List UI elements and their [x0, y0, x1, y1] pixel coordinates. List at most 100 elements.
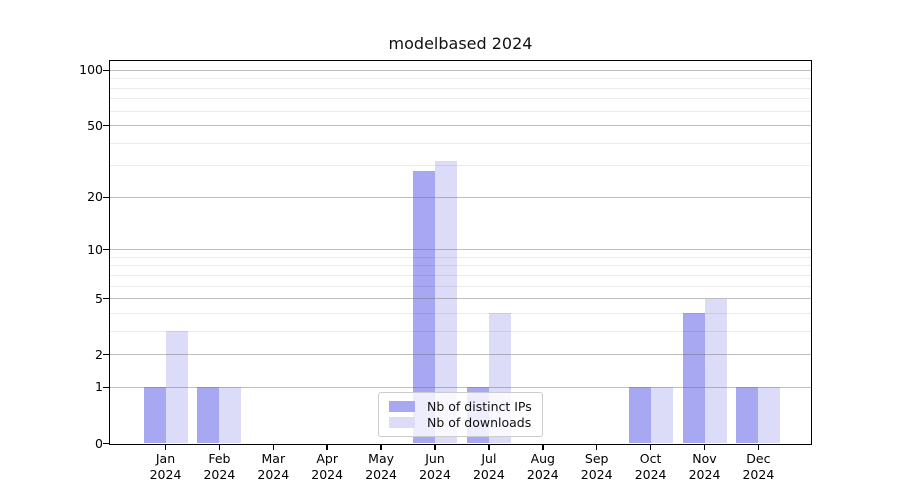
major-gridline: [110, 196, 811, 198]
bar-downloads: [650, 387, 673, 444]
x-tick-year: 2024: [419, 467, 451, 482]
bar-distinct-ips: [736, 387, 759, 444]
y-tick-mark: [103, 248, 109, 251]
x-tick-month: Sep: [584, 451, 609, 466]
x-tick-year: 2024: [365, 467, 397, 482]
y-tick-mark: [103, 196, 109, 199]
y-tick-mark: [103, 353, 109, 356]
x-tick-year: 2024: [634, 467, 667, 482]
legend-swatch-distinct-ips: [389, 401, 415, 412]
x-tick-month: Aug: [530, 451, 555, 466]
x-tick-month: Jul: [481, 451, 497, 466]
x-tick-year: 2024: [311, 467, 344, 482]
x-tick-month: Jan: [155, 451, 176, 466]
y-tick-mark: [103, 69, 109, 72]
y-tick-label: 2: [95, 346, 103, 362]
major-gridline: [110, 125, 811, 127]
x-tick-year: 2024: [472, 467, 505, 482]
x-tick-mark: [434, 445, 436, 450]
x-tick-label: May 2024: [354, 451, 408, 483]
major-gridline: [110, 354, 811, 356]
bar-distinct-ips: [143, 387, 166, 444]
minor-gridline: [110, 165, 811, 167]
bar-distinct-ips: [628, 387, 651, 444]
minor-gridline: [110, 87, 811, 89]
y-tick-label: 5: [95, 290, 103, 306]
major-gridline: [110, 69, 811, 71]
minor-gridline: [110, 312, 811, 314]
x-tick-month: Oct: [639, 451, 662, 466]
x-tick-year: 2024: [149, 467, 182, 482]
legend-label-distinct-ips: Nb of distinct IPs: [427, 399, 532, 414]
x-tick-month: Nov: [692, 451, 717, 466]
bar-distinct-ips: [413, 171, 435, 444]
x-tick-mark: [703, 445, 706, 450]
x-tick-label: Aug 2024: [516, 451, 570, 483]
y-tick-label: 50: [87, 117, 103, 133]
x-tick-label: Feb 2024: [192, 451, 246, 483]
x-tick-label: Apr 2024: [300, 451, 354, 483]
x-tick-label: Dec 2024: [731, 451, 785, 483]
x-tick-mark: [272, 445, 275, 450]
x-tick-label: Jul 2024: [462, 451, 516, 483]
x-tick-mark: [542, 445, 544, 450]
x-tick-month: Jun: [425, 451, 445, 466]
minor-gridline: [110, 98, 811, 100]
y-tick-label: 0: [95, 435, 103, 451]
x-tick-label: Nov 2024: [678, 451, 732, 483]
bar-distinct-ips: [682, 313, 705, 444]
x-tick-month: May: [368, 451, 395, 466]
x-tick-label: Jun 2024: [408, 451, 462, 483]
x-tick-month: Mar: [261, 451, 286, 466]
x-tick-month: Apr: [316, 451, 338, 466]
x-tick-mark: [757, 445, 760, 450]
x-tick-year: 2024: [742, 467, 775, 482]
y-tick-mark: [103, 297, 109, 300]
major-gridline: [110, 298, 811, 300]
x-tick-year: 2024: [580, 467, 613, 482]
x-tick-mark: [380, 445, 382, 450]
y-tick-mark: [103, 386, 109, 389]
x-tick-month: Dec: [746, 451, 771, 466]
minor-gridline: [110, 265, 811, 267]
bar-distinct-ips: [197, 387, 220, 444]
bar-downloads: [704, 298, 727, 444]
y-tick-label: 10: [87, 241, 103, 257]
x-tick-year: 2024: [688, 467, 721, 482]
x-tick-label: Sep 2024: [570, 451, 624, 483]
x-tick-label: Mar 2024: [246, 451, 300, 483]
x-tick-mark: [164, 445, 167, 450]
minor-gridline: [110, 256, 811, 258]
plot-area: [109, 60, 812, 445]
minor-gridline: [110, 110, 811, 112]
bar-downloads: [435, 160, 457, 444]
y-tick-label: 20: [87, 189, 103, 205]
legend-item-distinct-ips: Nb of distinct IPs: [389, 399, 532, 414]
x-tick-label: Jan 2024: [139, 451, 193, 483]
x-tick-year: 2024: [257, 467, 290, 482]
x-tick-mark: [218, 445, 221, 450]
bar-downloads: [219, 387, 242, 444]
x-tick-mark: [326, 445, 328, 450]
x-tick-year: 2024: [526, 467, 559, 482]
x-tick-label: Oct 2024: [624, 451, 678, 483]
bar-downloads: [758, 387, 781, 444]
y-tick-label: 100: [79, 62, 103, 78]
x-tick-year: 2024: [203, 467, 236, 482]
minor-gridline: [110, 330, 811, 332]
major-gridline: [110, 249, 811, 251]
chart-title: modelbased 2024: [388, 34, 533, 53]
x-tick-mark: [488, 445, 490, 450]
minor-gridline: [110, 285, 811, 287]
x-tick-mark: [649, 445, 652, 450]
legend-item-downloads: Nb of downloads: [389, 415, 532, 430]
major-gridline: [110, 386, 811, 388]
y-tick-mark: [103, 442, 109, 445]
x-tick-mark: [595, 445, 598, 450]
legend-label-downloads: Nb of downloads: [427, 415, 532, 430]
legend-swatch-downloads: [389, 417, 415, 428]
x-tick-month: Feb: [208, 451, 231, 466]
minor-gridline: [110, 142, 811, 144]
y-tick-mark: [103, 124, 109, 127]
